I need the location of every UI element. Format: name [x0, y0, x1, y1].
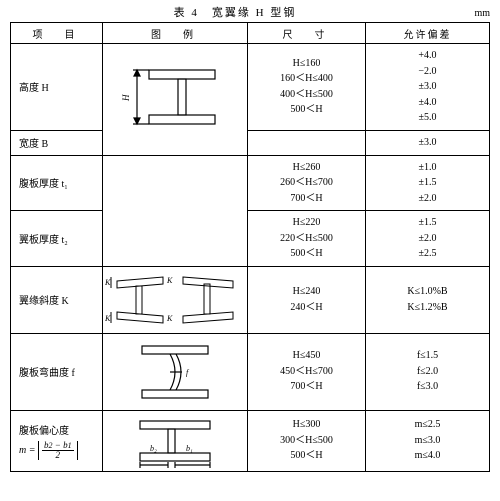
figure-slopeK: K K K K — [103, 266, 248, 333]
tols-heightH: +4.0 −2.0 ±3.0 ±4.0 ±5.0 — [366, 44, 490, 131]
dims-eccM: H≤300 300＜H≤500 500＜H — [248, 410, 366, 471]
svg-text:K: K — [105, 278, 111, 287]
svg-text:K: K — [105, 314, 111, 323]
dims-webT1: H≤260 260＜H≤700 700＜H — [248, 155, 366, 211]
figure-bendF: f — [103, 333, 248, 410]
row-name-eccM: 腹板偏心度 m = b2 − b1 2 — [11, 410, 103, 471]
dims-widthB — [248, 130, 366, 155]
formula-eccM: m = b2 − b1 2 — [19, 441, 94, 460]
row-name-flangeT2: 翼板厚度 t₂ — [11, 211, 103, 267]
dims-bendF: H≤450 450＜H≤700 700＜H — [248, 333, 366, 410]
figure-h-section: H — [103, 44, 248, 156]
unit-label: mm — [460, 8, 490, 19]
tols-eccM: m≤2.5 m≤3.0 m≤4.0 — [366, 410, 490, 471]
svg-text:f: f — [186, 368, 190, 377]
svg-text:H: H — [121, 94, 131, 102]
tols-widthB: ±3.0 — [366, 130, 490, 155]
tols-bendF: f≤1.5 f≤2.0 f≤3.0 — [366, 333, 490, 410]
tolerance-table: 项 目 图 例 尺 寸 允许偏差 高度 H — [10, 22, 490, 472]
dims-slopeK: H≤240 240＜H — [248, 266, 366, 333]
header-figure: 图 例 — [103, 23, 248, 44]
header-dimension: 尺 寸 — [248, 23, 366, 44]
tols-flangeT2: ±1.5 ±2.0 ±2.5 — [366, 211, 490, 267]
row-name-bendF: 腹板弯曲度 f — [11, 333, 103, 410]
dims-heightH: H≤160 160＜H≤400 400＜H≤500 500＜H — [248, 44, 366, 131]
figure-blank — [103, 155, 248, 266]
row-name-widthB: 宽度 B — [11, 130, 103, 155]
svg-text:b₂: b₂ — [150, 444, 157, 453]
header-tolerance: 允许偏差 — [366, 23, 490, 44]
row-name-heightH: 高度 H — [11, 44, 103, 131]
tols-webT1: ±1.0 ±1.5 ±2.0 — [366, 155, 490, 211]
figure-eccM: b₂ b₁ — [103, 410, 248, 471]
svg-text:K: K — [166, 276, 173, 285]
svg-text:b₁: b₁ — [186, 444, 193, 453]
header-item: 项 目 — [11, 23, 103, 44]
svg-text:K: K — [166, 314, 173, 323]
tols-slopeK: K≤1.0%B K≤1.2%B — [366, 266, 490, 333]
row-name-webT1: 腹板厚度 t₁ — [11, 155, 103, 211]
dims-flangeT2: H≤220 220＜H≤500 500＜H — [248, 211, 366, 267]
row-name-slopeK: 翼缘斜度 K — [11, 266, 103, 333]
table-caption: 表 4 宽翼缘 H 型钢 — [10, 4, 460, 20]
